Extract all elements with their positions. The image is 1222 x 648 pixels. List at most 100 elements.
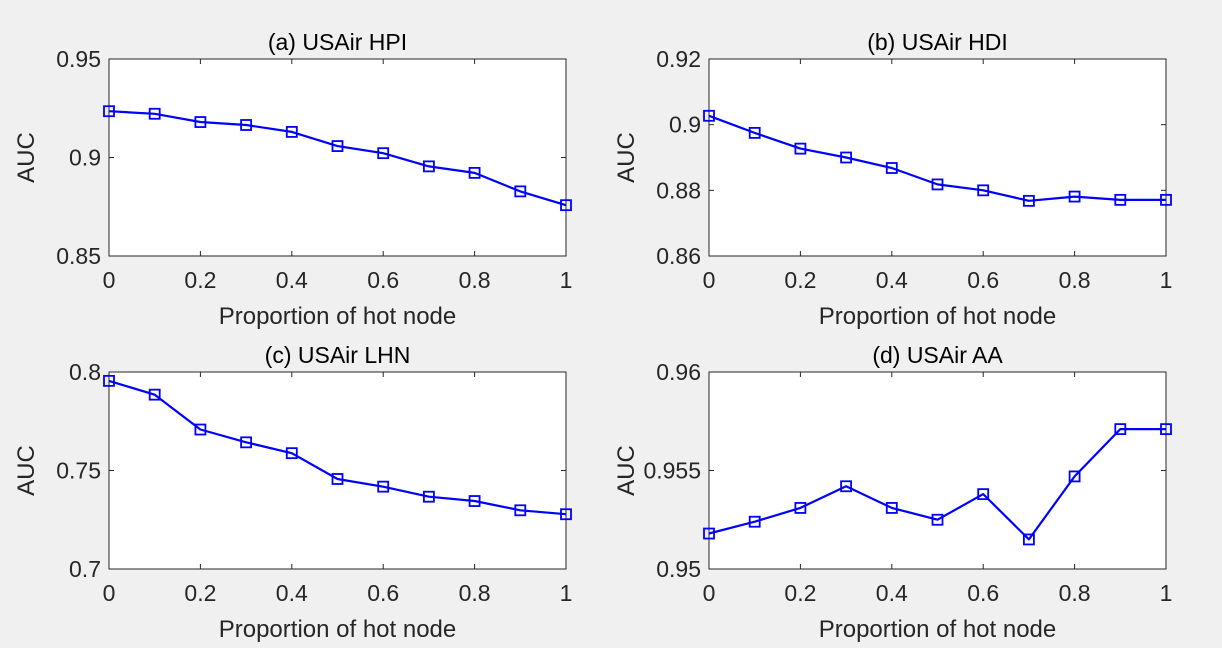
data-point-marker xyxy=(194,423,207,436)
x-tick-label: 0.8 xyxy=(1059,267,1091,293)
y-tick-label: 0.8 xyxy=(69,359,101,385)
chart-title: (d) USAir AA xyxy=(872,342,1003,368)
x-tick-label: 1 xyxy=(1160,267,1173,293)
data-point-marker xyxy=(331,473,344,485)
data-point-marker xyxy=(240,119,253,131)
chart-panel-2: 0 0.2 0.4 0.6 0.8 1 0.7 0.75 0.8 (c) USAir LHN Pro… xyxy=(13,342,572,643)
data-point-marker xyxy=(468,166,481,179)
data-point-marker xyxy=(560,199,572,212)
x-tick-label: 0 xyxy=(703,267,716,293)
data-point-marker xyxy=(377,480,390,493)
plot-area-1 xyxy=(708,58,1167,257)
plot-area-3 xyxy=(708,371,1167,570)
data-point-marker xyxy=(422,160,435,173)
data-point-marker xyxy=(885,162,898,174)
y-tick-label: 0.92 xyxy=(656,46,701,72)
data-point-marker xyxy=(840,151,852,164)
x-tick-label: 1 xyxy=(560,267,573,293)
data-point-marker xyxy=(285,447,298,460)
x-tick-label: 0.4 xyxy=(876,580,908,606)
y-axis-label: AUC xyxy=(13,132,40,183)
series-line-0 xyxy=(708,428,1166,541)
series-line-0 xyxy=(108,110,567,207)
plot-area-0 xyxy=(108,58,567,257)
x-tick-label: 0 xyxy=(703,580,716,606)
x-tick-label: 0 xyxy=(103,267,116,293)
x-tick-label: 0.4 xyxy=(276,580,308,606)
data-point-marker xyxy=(748,515,761,528)
data-point-marker xyxy=(194,116,207,128)
chart-panel-3: 0 0.2 0.4 0.6 0.8 1 0.95 0.955 0.96 (d) USAir AA P… xyxy=(613,342,1172,643)
data-point-marker xyxy=(1068,470,1081,483)
data-point-marker xyxy=(931,178,944,191)
x-tick-label: 0 xyxy=(103,580,116,606)
x-tick-label: 1 xyxy=(1160,580,1173,606)
y-tick-label: 0.9 xyxy=(69,145,101,171)
series-line-0 xyxy=(108,379,567,516)
x-tick-label: 0.2 xyxy=(184,580,216,606)
x-tick-label: 0.6 xyxy=(367,267,399,293)
x-axis-label: Proportion of hot node xyxy=(819,616,1057,643)
x-axis-label: Proportion of hot node xyxy=(219,303,457,330)
x-tick-label: 1 xyxy=(560,580,573,606)
data-point-marker xyxy=(703,109,715,122)
chart-panel-1: 0 0.2 0.4 0.6 0.8 1 0.86 0.88 0.9 0.92 (b) USAir H… xyxy=(613,29,1172,330)
data-point-marker xyxy=(103,374,115,387)
data-point-marker xyxy=(794,142,807,155)
data-point-marker xyxy=(931,513,944,526)
x-tick-label: 0.6 xyxy=(967,267,999,293)
data-point-marker xyxy=(1023,194,1035,207)
x-tick-label: 0.2 xyxy=(784,267,816,293)
y-tick-label: 0.955 xyxy=(643,458,701,484)
data-point-marker xyxy=(240,436,253,449)
data-point-marker xyxy=(285,125,298,138)
data-point-marker xyxy=(840,480,852,493)
x-tick-label: 0.6 xyxy=(967,580,999,606)
data-point-marker xyxy=(1068,190,1081,203)
y-axis-label: AUC xyxy=(13,445,40,496)
x-tick-label: 0.2 xyxy=(184,267,216,293)
x-tick-label: 0.8 xyxy=(459,580,491,606)
chart-title: (c) USAir LHN xyxy=(265,342,411,368)
data-point-marker xyxy=(977,184,990,197)
data-point-marker xyxy=(703,527,715,540)
x-axis-label: Proportion of hot node xyxy=(219,616,457,643)
data-point-marker xyxy=(885,502,898,514)
y-tick-label: 0.86 xyxy=(656,243,701,269)
y-tick-label: 0.85 xyxy=(56,243,101,269)
x-axis-label: Proportion of hot node xyxy=(819,303,1057,330)
y-tick-label: 0.7 xyxy=(69,556,101,582)
x-tick-label: 0.6 xyxy=(367,580,399,606)
x-tick-label: 0.4 xyxy=(276,267,308,293)
y-tick-label: 0.95 xyxy=(56,46,101,72)
chart-title: (a) USAir HPI xyxy=(268,29,407,55)
data-point-marker xyxy=(514,185,527,198)
data-point-marker xyxy=(1160,423,1172,436)
y-axis-label: AUC xyxy=(613,445,640,496)
data-point-marker xyxy=(148,107,161,120)
x-tick-label: 0.8 xyxy=(1059,580,1091,606)
data-point-marker xyxy=(103,105,115,118)
y-tick-label: 0.96 xyxy=(656,359,701,385)
plot-area-2 xyxy=(108,371,567,570)
y-tick-label: 0.75 xyxy=(56,458,101,484)
chart-panel-0: 0 0.2 0.4 0.6 0.8 1 0.85 0.9 0.95 (a) USAir HPI Pr… xyxy=(13,29,572,330)
data-point-marker xyxy=(422,490,435,503)
x-tick-label: 0.4 xyxy=(876,267,908,293)
data-point-marker xyxy=(1160,193,1172,206)
data-point-marker xyxy=(514,504,527,517)
data-point-marker xyxy=(377,147,390,160)
data-point-marker xyxy=(1114,193,1127,206)
y-tick-label: 0.88 xyxy=(656,177,701,203)
y-tick-label: 0.95 xyxy=(656,556,701,582)
data-point-marker xyxy=(331,140,344,152)
data-point-marker xyxy=(1023,533,1035,546)
data-point-marker xyxy=(748,126,761,139)
data-point-marker xyxy=(468,495,481,507)
y-tick-label: 0.9 xyxy=(669,112,701,138)
data-point-marker xyxy=(560,508,572,521)
data-point-marker xyxy=(1114,423,1127,436)
x-tick-label: 0.2 xyxy=(784,580,816,606)
chart-title: (b) USAir HDI xyxy=(867,29,1008,55)
